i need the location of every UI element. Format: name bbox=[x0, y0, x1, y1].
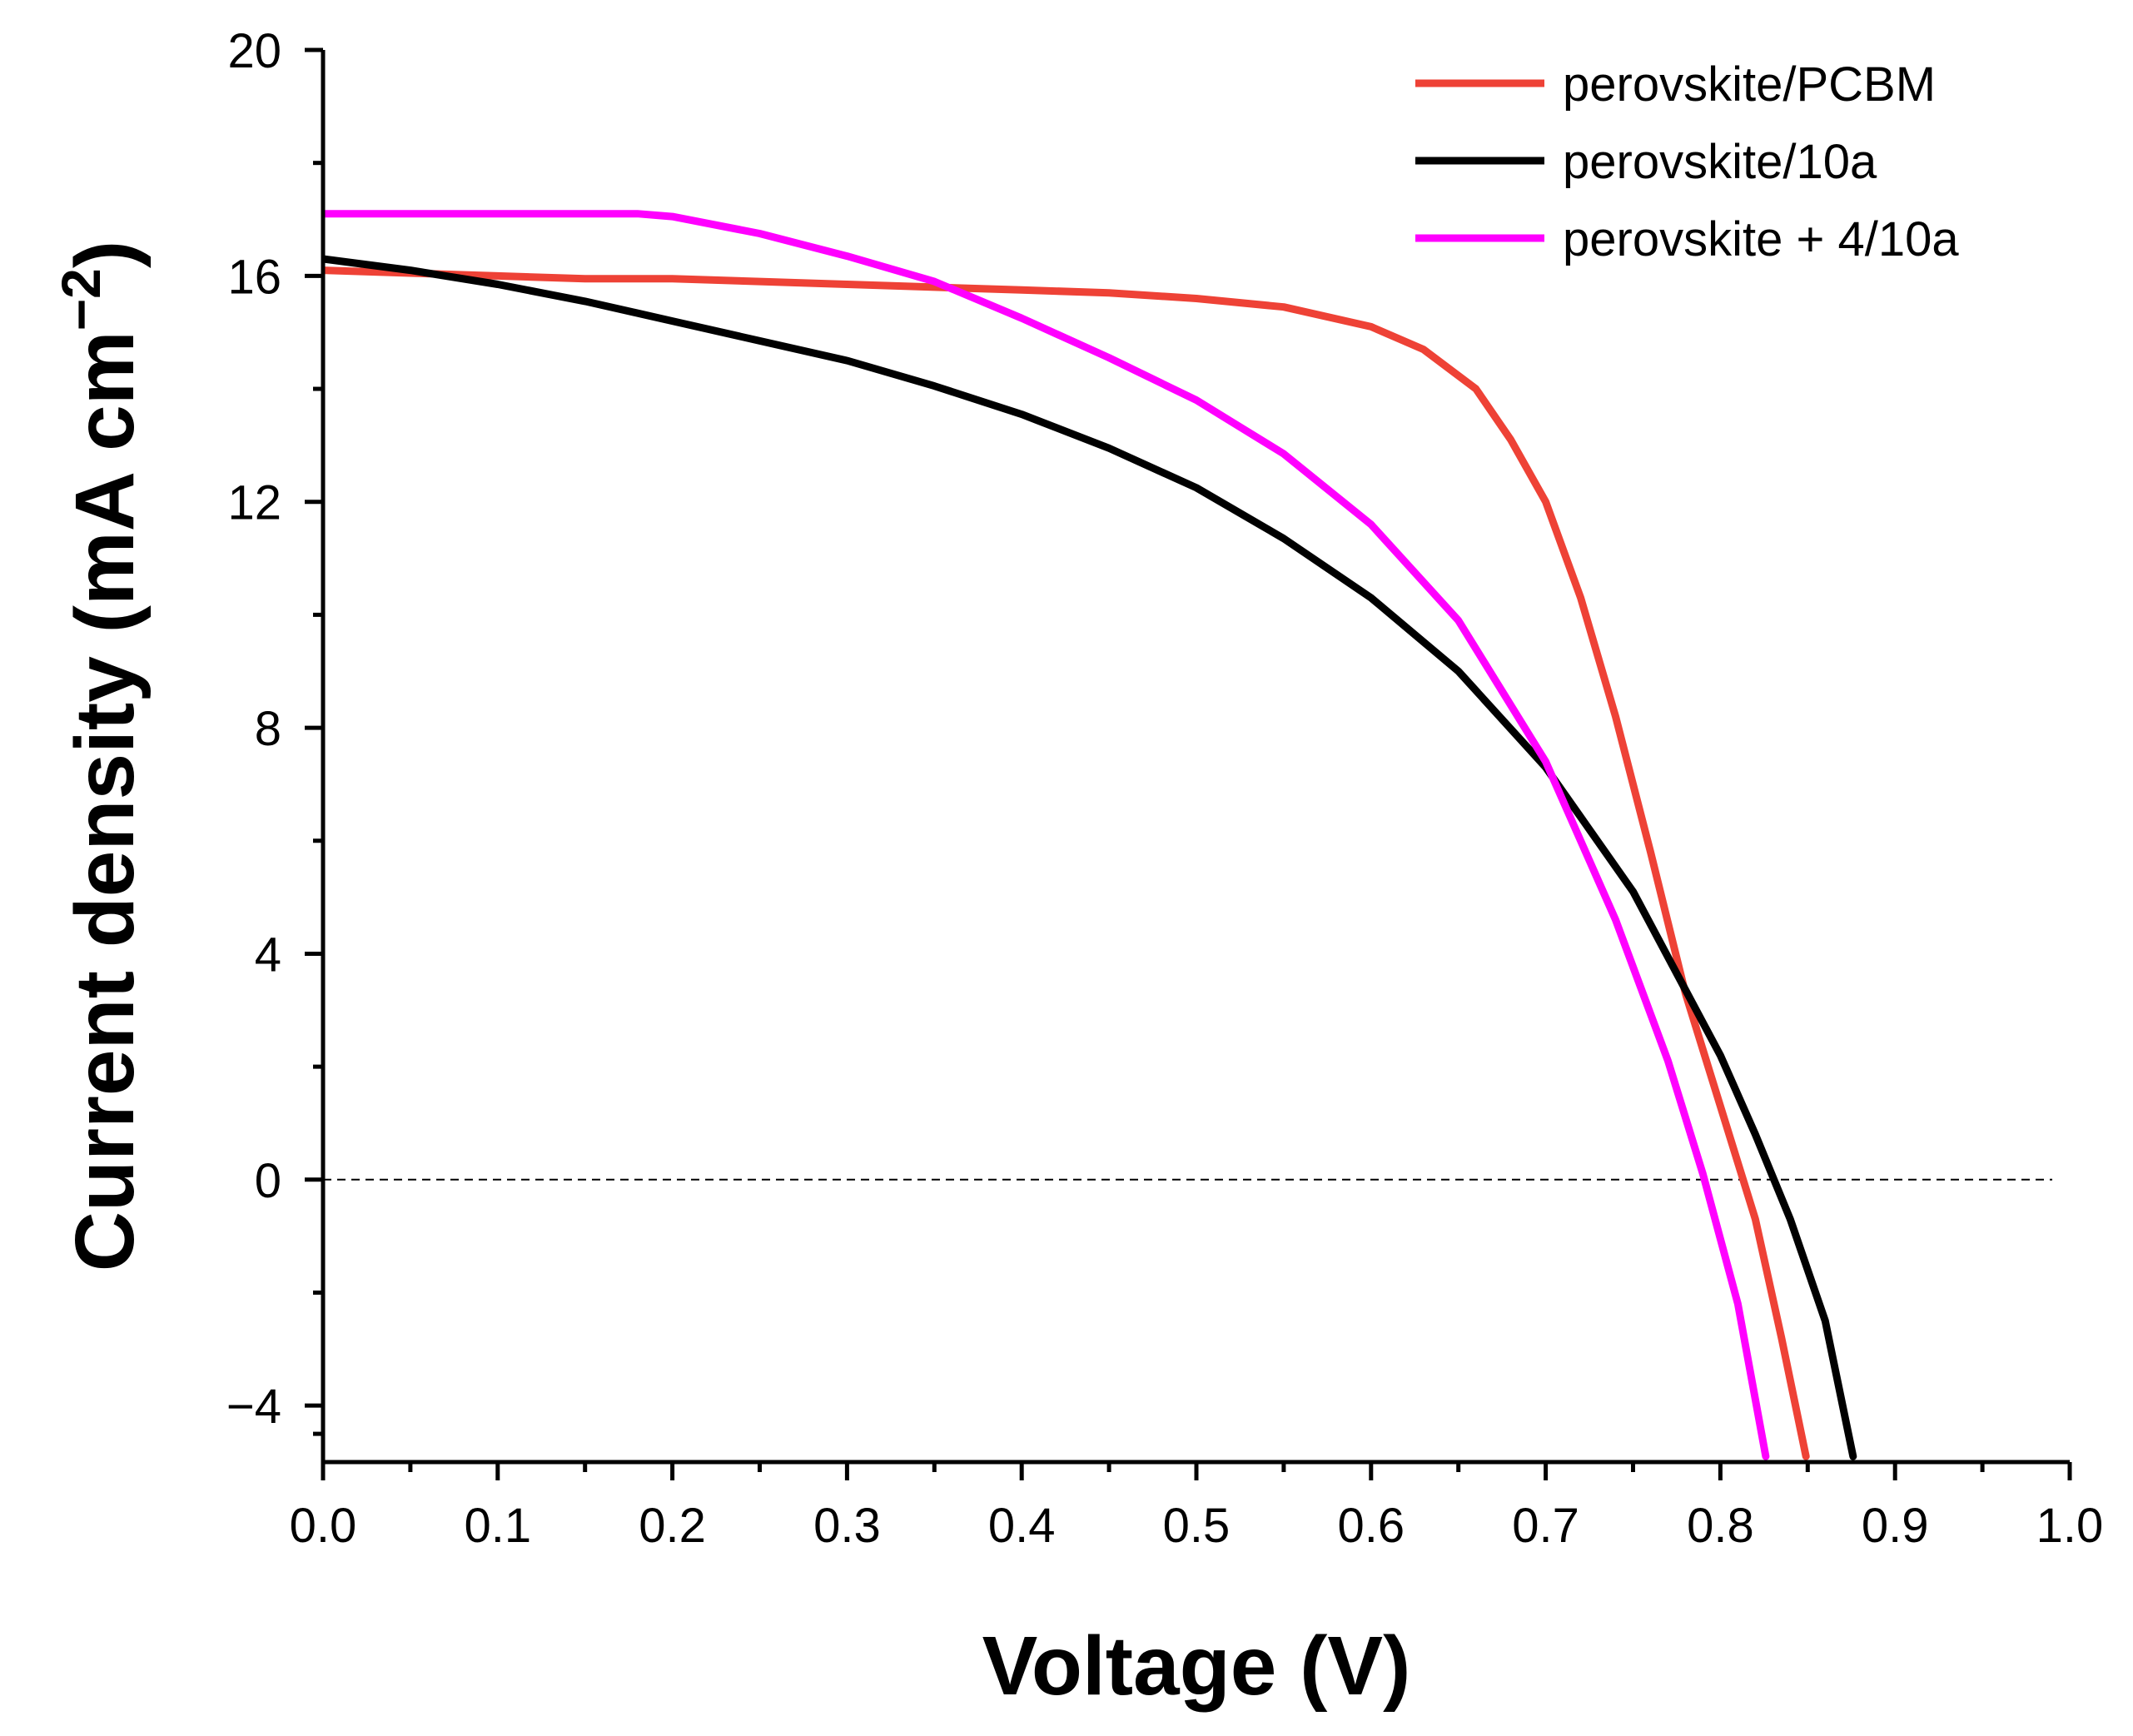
series-layer bbox=[323, 210, 1857, 1460]
y-tick-label: 8 bbox=[255, 702, 281, 756]
series-line-2 bbox=[323, 255, 1857, 1460]
y-axis-title-main: Current density (mA cm bbox=[58, 331, 152, 1271]
x-tick-label: 0.0 bbox=[290, 1499, 357, 1553]
x-tick-label: 0.2 bbox=[639, 1499, 706, 1553]
legend-label-1: perovskite/PCBM bbox=[1563, 57, 1936, 112]
y-tick-label: 0 bbox=[255, 1154, 281, 1208]
y-axis-title-superscript: −2 bbox=[50, 268, 112, 331]
ticks: 0.0 0.1 0.2 0.3 0.4 0.5 0.6 0.7 0.8 0.9 1.0 −4 0 4 8 12… bbox=[226, 24, 2103, 1553]
y-tick-label: 16 bbox=[227, 250, 281, 304]
x-tick-label: 0.1 bbox=[464, 1499, 531, 1553]
x-tick-label: 0.3 bbox=[813, 1499, 881, 1553]
x-tick-label: 0.8 bbox=[1687, 1499, 1754, 1553]
y-tick-label: 20 bbox=[227, 24, 281, 78]
series-line-1 bbox=[323, 266, 1810, 1460]
legend-label-3: perovskite + 4/10a bbox=[1563, 212, 1959, 266]
y-axis-title: Current density (mA cm−2) bbox=[50, 241, 152, 1271]
y-tick-label: 12 bbox=[227, 476, 281, 530]
x-tick-label: 0.9 bbox=[1862, 1499, 1929, 1553]
x-tick-label: 0.4 bbox=[988, 1499, 1056, 1553]
legend: perovskite/PCBM perovskite/10a perovskite … bbox=[1415, 57, 1959, 266]
x-axis-title: Voltage (V) bbox=[982, 1619, 1411, 1713]
x-tick-label: 1.0 bbox=[2036, 1499, 2104, 1553]
series-line-3 bbox=[323, 210, 1770, 1460]
legend-label-2: perovskite/10a bbox=[1563, 135, 1877, 189]
x-tick-label: 0.7 bbox=[1512, 1499, 1579, 1553]
y-tick-label: 4 bbox=[255, 928, 281, 982]
y-axis-title-close: ) bbox=[58, 241, 152, 268]
x-tick-label: 0.5 bbox=[1163, 1499, 1231, 1553]
y-tick-label: −4 bbox=[226, 1380, 281, 1434]
x-tick-label: 0.6 bbox=[1337, 1499, 1405, 1553]
